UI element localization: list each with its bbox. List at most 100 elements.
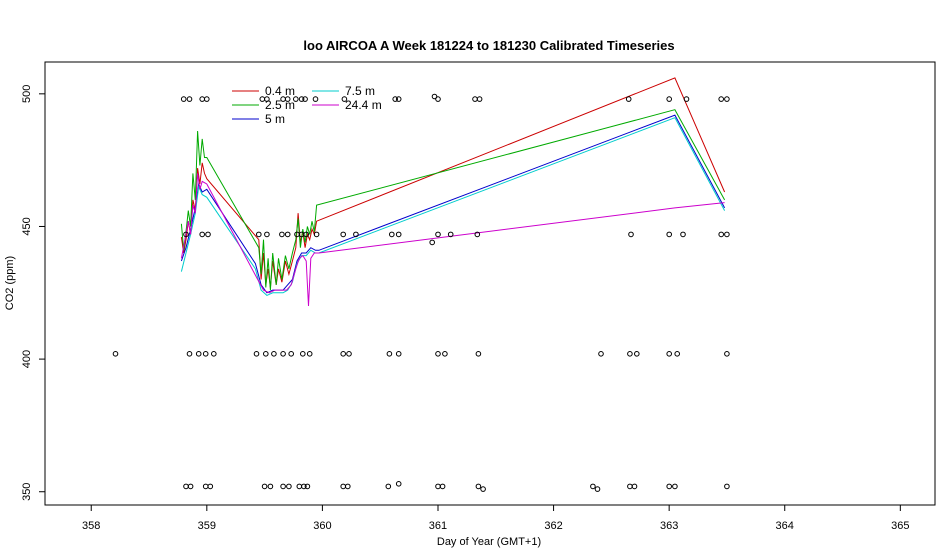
scatter-point-34 <box>284 96 291 102</box>
scatter-point-87 <box>680 231 686 238</box>
scatter-point-38 <box>312 96 319 102</box>
scatter-point-47 <box>353 231 359 238</box>
series-line-2 <box>180 114 726 294</box>
scatter-point-39 <box>261 483 268 490</box>
series-line-1 <box>180 109 726 291</box>
scatter-point-16 <box>253 351 260 357</box>
series-line-4 <box>180 173 725 307</box>
x-axis: 358 359 360 361 362 363 364 365 <box>82 505 910 532</box>
scatter-point-22 <box>306 351 313 357</box>
scatter-point-82 <box>634 351 640 357</box>
scatter-point-43 <box>296 483 303 490</box>
scatter-point-3 <box>183 231 189 238</box>
scatter-point-9 <box>187 483 194 490</box>
scatter-point-94 <box>724 96 730 102</box>
legend-label-0: 0.4 m <box>265 84 295 98</box>
scatter-point-41 <box>280 483 286 490</box>
scatter-point-69 <box>439 483 446 490</box>
scatter-point-96 <box>724 231 730 238</box>
x-tick-label-2: 360 <box>313 520 331 532</box>
scatter-point-12 <box>199 96 205 102</box>
scatter-point-80 <box>628 231 634 238</box>
scatter-point-73 <box>475 351 482 357</box>
scatter-point-52 <box>345 483 351 490</box>
scatter-point-81 <box>627 351 633 357</box>
scatter-point-46 <box>340 231 347 238</box>
scatter-point-26 <box>284 231 291 238</box>
scatter-point-66 <box>435 351 441 357</box>
scatter-point-92 <box>683 96 690 102</box>
scatter-point-77 <box>594 486 601 492</box>
scatter-point-48 <box>341 96 348 102</box>
y-tick-label-1: 400 <box>21 350 33 368</box>
scatter-point-84 <box>631 483 638 490</box>
scatter-point-56 <box>395 351 402 357</box>
scatter-point-17 <box>263 351 269 357</box>
scatter-point-11 <box>207 483 214 490</box>
scatter-point-64 <box>435 231 441 238</box>
scatter-point-7 <box>211 351 217 357</box>
x-axis-label: Day of Year (GMT+1) <box>437 536 541 548</box>
legend-label-2: 5 m <box>265 112 285 126</box>
scatter-point-4 <box>186 351 193 357</box>
x-tick-label-7: 365 <box>891 520 909 532</box>
scatter-point-91 <box>672 483 678 490</box>
x-tick-label-0: 358 <box>82 520 100 532</box>
scatter-point-53 <box>385 483 392 490</box>
scatter-point-74 <box>475 483 482 490</box>
legend-label-1: 2.5 m <box>265 98 295 112</box>
x-tick-label-6: 364 <box>776 520 794 532</box>
scatter-point-58 <box>395 231 402 238</box>
scatter-point-29 <box>303 231 310 238</box>
scatter-point-97 <box>724 351 730 357</box>
scatter-point-72 <box>476 96 483 102</box>
scatter-point-55 <box>386 351 393 357</box>
scatter-point-86 <box>666 231 673 238</box>
series-line-0 <box>180 77 726 288</box>
x-tick-label-4: 362 <box>544 520 562 532</box>
scatter-point-40 <box>267 483 274 490</box>
scatter-point-31 <box>259 96 266 102</box>
scatter-point-90 <box>666 483 673 490</box>
scatter-point-10 <box>202 483 209 490</box>
scatter-point-65 <box>447 231 454 238</box>
scatter-point-59 <box>392 96 399 102</box>
scatter-point-76 <box>590 483 596 490</box>
scatter-point-5 <box>195 351 202 357</box>
scatter-point-98 <box>724 483 730 490</box>
scatter-point-6 <box>202 351 209 357</box>
scatter-point-89 <box>674 351 681 357</box>
scatter-point-13 <box>204 96 210 102</box>
scatter-point-0 <box>112 351 119 357</box>
scatter-point-44 <box>301 483 307 490</box>
legend-label-4: 24.4 m <box>345 98 382 112</box>
scatter-point-51 <box>340 483 347 490</box>
scatter-point-45 <box>304 483 311 490</box>
scatter-point-25 <box>279 231 285 238</box>
scatter-point-19 <box>280 351 286 357</box>
scatter-point-32 <box>264 96 270 102</box>
scatter-point-23 <box>256 231 262 238</box>
x-tick-label-3: 361 <box>429 520 447 532</box>
scatter-point-18 <box>271 351 277 357</box>
scatter-points <box>112 93 730 492</box>
legend: 0.4 m2.5 m5 m 7.5 m24.4 m <box>232 84 382 126</box>
y-axis: 350 400 450 500 <box>21 85 45 501</box>
scatter-point-1 <box>180 96 187 102</box>
y-axis-label: CO2 (ppm) <box>4 256 16 310</box>
scatter-point-49 <box>340 351 347 357</box>
scatter-point-78 <box>598 351 604 357</box>
scatter-point-30 <box>313 231 320 238</box>
chart-title: loo AIRCOA A Week 181224 to 181230 Calib… <box>303 38 674 53</box>
scatter-point-85 <box>666 96 673 102</box>
scatter-point-36 <box>298 96 305 102</box>
series-line-3 <box>180 117 726 296</box>
scatter-point-75 <box>480 486 486 492</box>
scatter-point-93 <box>718 96 725 102</box>
legend-label-3: 7.5 m <box>345 84 375 98</box>
scatter-point-2 <box>186 96 193 102</box>
y-tick-label-2: 450 <box>21 217 33 235</box>
scatter-point-71 <box>472 96 478 102</box>
scatter-point-24 <box>264 231 270 238</box>
